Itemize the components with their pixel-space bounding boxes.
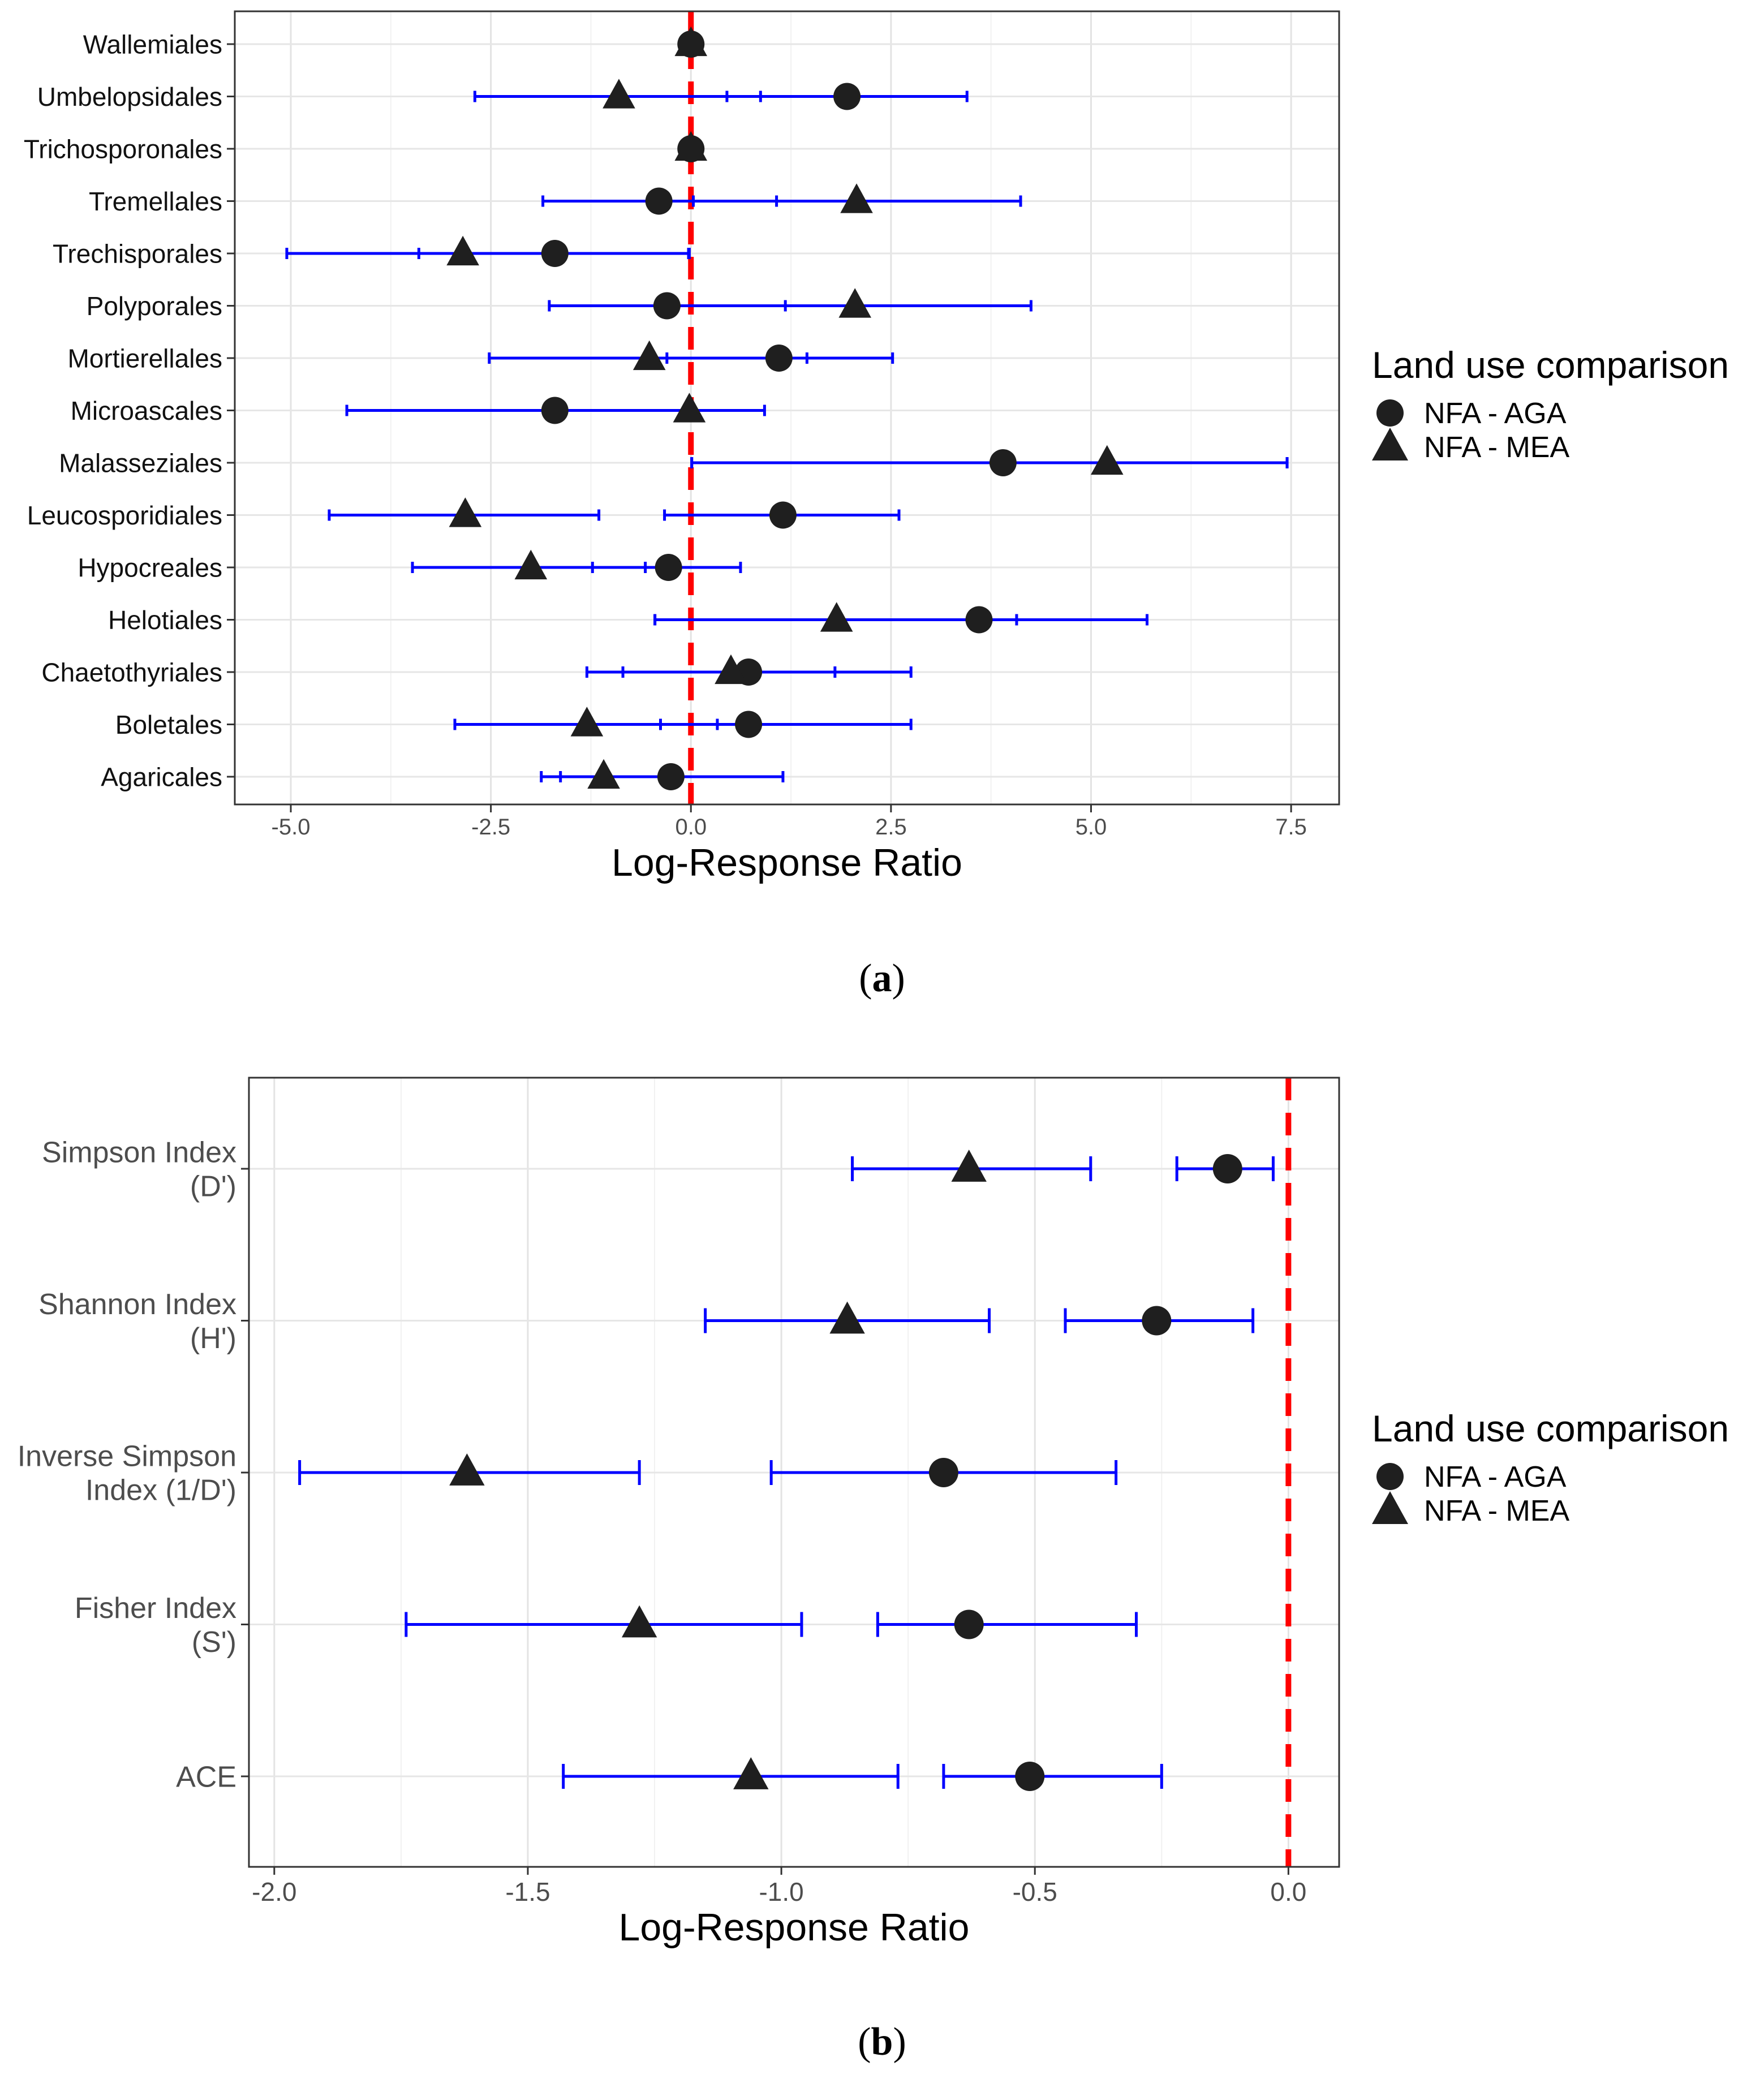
- point-nfa-aga: [833, 83, 861, 110]
- y-category-label: Leucosporidiales: [27, 501, 222, 530]
- y-category-label: Fisher Index: [75, 1592, 236, 1625]
- point-nfa-mea: [570, 707, 604, 737]
- caption-a: (a): [859, 957, 905, 1000]
- point-nfa-aga: [1142, 1306, 1172, 1336]
- point-nfa-mea: [674, 26, 708, 57]
- y-category-label: Chaetothyriales: [41, 658, 222, 687]
- point-nfa-aga: [735, 711, 763, 738]
- x-tick-label: -0.5: [1013, 1877, 1057, 1906]
- point-nfa-aga: [928, 1458, 958, 1487]
- point-nfa-aga: [954, 1609, 984, 1639]
- x-axis-title: Log-Response Ratio: [612, 841, 962, 884]
- y-category-label: Trichosporonales: [24, 135, 222, 164]
- point-nfa-mea: [674, 131, 708, 161]
- y-category-label: Wallemiales: [83, 30, 222, 59]
- point-nfa-aga: [965, 606, 993, 634]
- legend-label: NFA - MEA: [1424, 431, 1569, 464]
- point-nfa-aga: [657, 763, 685, 790]
- legend-title: Land use comparison: [1372, 1407, 1729, 1449]
- point-nfa-mea: [587, 759, 620, 789]
- point-nfa-mea: [829, 1301, 865, 1334]
- x-tick-label: -2.5: [471, 815, 510, 840]
- legend-label: NFA - MEA: [1424, 1495, 1569, 1527]
- x-tick-label: 0.0: [1270, 1877, 1306, 1906]
- point-nfa-aga: [541, 240, 569, 267]
- caption-a-letter: a: [872, 957, 892, 1000]
- point-nfa-mea: [673, 393, 706, 423]
- point-nfa-mea: [446, 235, 479, 266]
- point-nfa-aga: [645, 187, 673, 215]
- y-category-label: Simpson Index: [42, 1137, 236, 1169]
- y-category-label: Mortierellales: [67, 344, 222, 373]
- point-nfa-aga: [655, 554, 682, 581]
- y-category-label: Shannon Index: [38, 1288, 236, 1321]
- x-tick-label: -5.0: [272, 815, 311, 840]
- legend-key-triangle: [1372, 1491, 1408, 1524]
- legend-key-circle: [1376, 1463, 1404, 1490]
- caption-b: (b): [858, 2020, 906, 2064]
- y-category-label: Malasseziales: [59, 449, 222, 478]
- plot-border: [234, 10, 1340, 806]
- x-tick-label: -1.0: [759, 1877, 803, 1906]
- legend-key-circle: [1376, 399, 1404, 427]
- point-nfa-aga: [989, 449, 1017, 476]
- y-category-label: Trechisporales: [53, 239, 222, 269]
- point-nfa-mea: [603, 79, 635, 109]
- point-nfa-mea: [514, 549, 548, 580]
- point-nfa-mea: [621, 1605, 657, 1638]
- x-tick-label: 0.0: [675, 815, 707, 840]
- caption-b-letter: b: [871, 2020, 893, 2064]
- y-category-label: (S'): [192, 1626, 236, 1659]
- y-category-label: (D'): [190, 1170, 236, 1203]
- x-tick-label: 2.5: [875, 815, 907, 840]
- y-category-label: Inverse Simpson: [18, 1440, 236, 1473]
- point-nfa-mea: [951, 1150, 987, 1182]
- y-category-label: Boletales: [115, 710, 222, 739]
- point-nfa-mea: [449, 497, 482, 527]
- x-axis-title: Log-Response Ratio: [619, 1906, 970, 1949]
- point-nfa-mea: [820, 602, 853, 632]
- point-nfa-aga: [1015, 1762, 1045, 1791]
- point-nfa-aga: [1212, 1154, 1242, 1183]
- point-nfa-mea: [733, 1757, 769, 1789]
- panel-a: -5.0 -2.5 0.0 2.5 5.0 7.5 Wallemiales Umbelopsi…: [24, 10, 1729, 884]
- legend-label: NFA - AGA: [1424, 397, 1567, 430]
- y-category-label: (H'): [190, 1322, 236, 1355]
- y-category-label: ACE: [176, 1761, 236, 1794]
- point-nfa-mea: [633, 340, 666, 371]
- x-tick-label: -2.0: [252, 1877, 296, 1906]
- panel-b: -2.0 -1.5 -1.0 -0.5 0.0 Simpson Index(D') Shan…: [18, 1077, 1729, 1949]
- point-nfa-mea: [449, 1453, 485, 1486]
- x-tick-label: 5.0: [1075, 815, 1107, 840]
- y-category-label: Agaricales: [101, 763, 222, 792]
- y-category-label: Polyporales: [87, 291, 222, 321]
- point-nfa-mea: [838, 288, 872, 318]
- y-category-label: Umbelopsidales: [37, 82, 222, 111]
- point-nfa-aga: [653, 292, 681, 320]
- y-category-label: Index (1/D'): [85, 1474, 236, 1507]
- point-nfa-aga: [765, 345, 793, 372]
- legend-title: Land use comparison: [1372, 344, 1729, 386]
- point-nfa-aga: [541, 397, 569, 424]
- y-category-label: Helotiales: [108, 605, 222, 635]
- point-nfa-aga: [769, 501, 797, 529]
- point-nfa-mea: [1090, 445, 1124, 475]
- legend-label: NFA - AGA: [1424, 1461, 1567, 1493]
- point-nfa-mea: [715, 654, 747, 685]
- x-tick-label: -1.5: [505, 1877, 550, 1906]
- point-nfa-mea: [840, 183, 873, 213]
- y-category-label: Tremellales: [89, 187, 222, 216]
- y-category-label: Hypocreales: [78, 553, 222, 583]
- legend-key-triangle: [1372, 428, 1408, 460]
- y-category-label: Microascales: [71, 396, 222, 425]
- x-tick-label: 7.5: [1275, 815, 1307, 840]
